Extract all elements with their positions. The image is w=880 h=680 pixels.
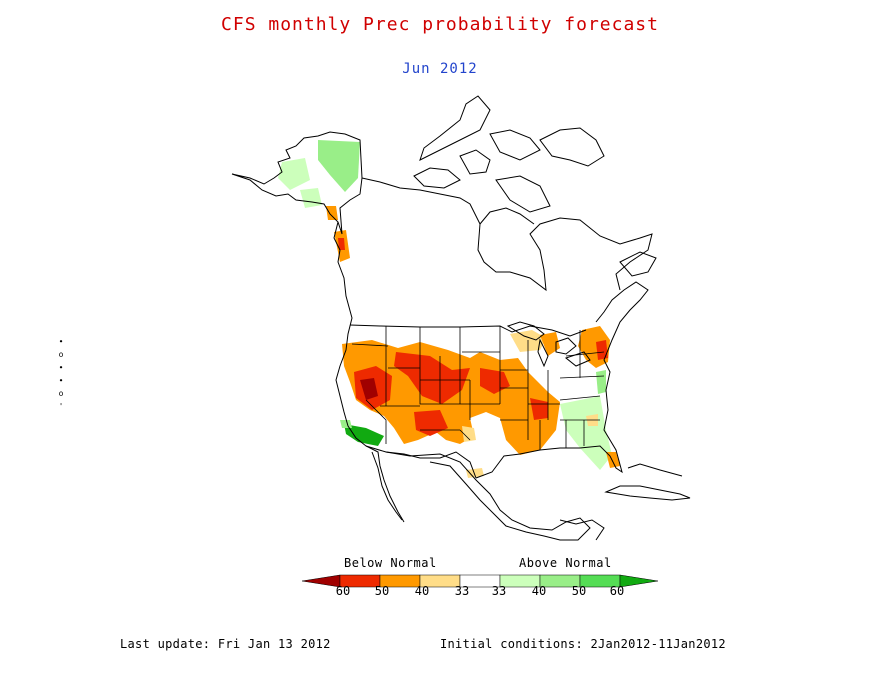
shade-southeast-above <box>560 396 612 470</box>
map-title: CFS monthly Prec probability forecast <box>221 14 659 35</box>
shade-west-below33-a <box>462 426 476 442</box>
shade-california-above40 <box>340 420 352 428</box>
probability-shading <box>278 140 620 478</box>
arctic-islands-a <box>419 95 491 161</box>
shade-alaska-above <box>318 140 360 192</box>
legend-above-label: Above Normal <box>519 556 612 570</box>
shade-west-below50-e <box>530 398 548 420</box>
legend-arrow-right <box>619 574 659 588</box>
shade-west-below50-c <box>480 368 510 394</box>
us-canada-border <box>349 324 587 337</box>
shade-california-above60 <box>344 424 384 446</box>
land-outlines <box>231 95 691 541</box>
shade-midwest-orange <box>540 332 560 356</box>
legend-below-label: Below Normal <box>344 556 437 570</box>
legend-colorbar <box>301 574 659 588</box>
map-subtitle: Jun 2012 <box>402 61 478 77</box>
shade-northeast-below50 <box>596 340 608 360</box>
side-glyph-char: ∙ <box>58 363 64 372</box>
shade-west-below33-b <box>466 468 484 478</box>
side-glyph: ∙ o ∙ ∙ o ' <box>55 335 67 413</box>
arctic-islands-d <box>459 149 491 175</box>
gulf-coast <box>475 281 649 479</box>
shade-southeast-above40 <box>596 370 606 394</box>
newfoundland <box>619 251 657 277</box>
legend-tick: 50 <box>374 584 390 598</box>
side-glyph-char: ∙ <box>58 337 64 346</box>
shade-west-below60 <box>360 378 378 400</box>
legend-tick: 50 <box>571 584 587 598</box>
side-glyph-char: ' <box>58 402 64 411</box>
legend-tick: 33 <box>491 584 507 598</box>
greenland <box>539 127 605 167</box>
initial-conditions: Initial conditions: 2Jan2012-11Jan2012 <box>440 637 726 651</box>
us-mexico-border <box>365 445 477 479</box>
legend-tick: 40 <box>531 584 547 598</box>
caribbean <box>604 463 691 501</box>
shade-alaska-light <box>278 158 310 190</box>
side-glyph-char: ∙ <box>58 376 64 385</box>
arctic-islands-e <box>495 175 551 213</box>
legend-tick: 33 <box>454 584 470 598</box>
shade-west-below50-d <box>414 410 448 436</box>
shade-panhandle-orange <box>326 206 338 220</box>
hudson-bay <box>479 207 535 225</box>
great-lakes <box>506 321 591 368</box>
baja-outline <box>371 451 403 521</box>
pacific-coast <box>333 221 405 523</box>
shade-alaska-south <box>300 188 322 208</box>
canada-north <box>361 177 653 292</box>
shade-bc-coast-red <box>338 238 345 250</box>
arctic-islands-b <box>489 129 541 161</box>
mexico-outline <box>385 451 591 541</box>
central-america <box>559 519 605 541</box>
last-update: Last update: Fri Jan 13 2012 <box>120 637 331 651</box>
shade-west-below50-b <box>394 352 470 404</box>
arctic-islands-c <box>413 167 461 189</box>
side-glyph-char: o <box>58 389 64 398</box>
legend-tick: 60 <box>335 584 351 598</box>
legend-tick: 40 <box>414 584 430 598</box>
side-glyph-char: o <box>58 350 64 359</box>
legend-tick: 60 <box>609 584 625 598</box>
